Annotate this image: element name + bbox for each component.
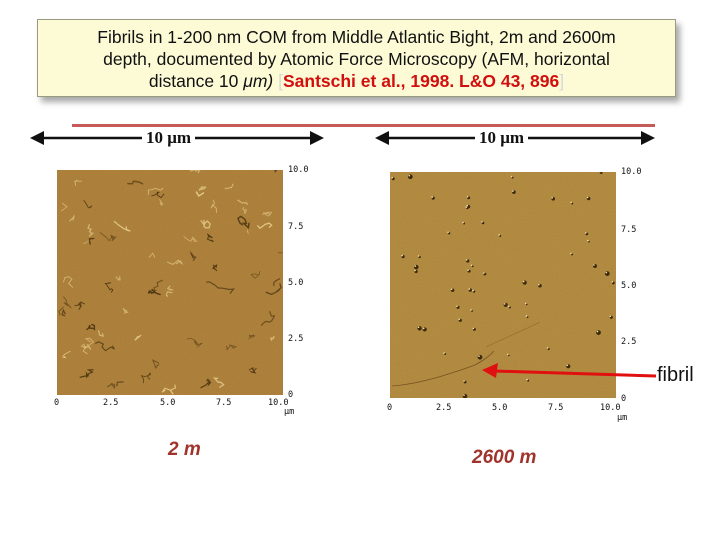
afm-image-2m	[57, 170, 283, 395]
divider-rule	[72, 124, 655, 127]
x-tick: 5.0	[160, 398, 176, 408]
citation-bracket-close: ]	[559, 71, 565, 91]
depth-label-right: 2600 m	[472, 447, 537, 468]
title-box: Fibrils in 1-200 nm COM from Middle Atla…	[37, 19, 676, 97]
fibril-label: fibril	[657, 364, 694, 386]
y-tick: 10.0	[288, 165, 309, 175]
x-tick: 0	[54, 398, 60, 408]
unit-label: μm	[617, 413, 628, 423]
scale-label-left: 10 μm	[142, 128, 196, 148]
y-tick: 7.5	[288, 222, 304, 232]
unit-label: μm	[284, 407, 295, 417]
afm-image-2600m	[390, 172, 616, 398]
fibril-arrow	[482, 363, 656, 378]
depth-label-left: 2 m	[168, 439, 201, 460]
y-tick: 10.0	[621, 167, 642, 177]
y-tick: 5.0	[288, 278, 304, 288]
citation-bracket-open: [	[278, 71, 283, 91]
title-line-3: distance 10 μm) [Santschi et al., 1998. …	[38, 70, 675, 92]
y-tick: 0	[288, 390, 294, 400]
x-tick: 10.0	[268, 398, 289, 408]
y-tick: 2.5	[621, 337, 637, 347]
title-line-1: Fibrils in 1-200 nm COM from Middle Atla…	[97, 27, 616, 47]
y-tick: 7.5	[621, 225, 637, 235]
scale-label-right: 10 μm	[475, 128, 529, 148]
y-tick: 5.0	[621, 281, 637, 291]
x-tick: 10.0	[600, 403, 621, 413]
x-tick: 2.5	[436, 403, 452, 413]
x-tick: 0	[387, 403, 393, 413]
x-tick: 2.5	[103, 398, 119, 408]
title-line-2: depth, documented by Atomic Force Micros…	[103, 49, 610, 69]
title-line-3-prefix: distance 10	[148, 71, 244, 91]
x-tick: 7.5	[216, 398, 232, 408]
y-tick: 2.5	[288, 334, 304, 344]
x-tick: 5.0	[492, 403, 508, 413]
title-unit: μm)	[243, 71, 279, 91]
x-tick: 7.5	[548, 403, 564, 413]
citation-text: Santschi et al., 1998. L&O 43, 896	[282, 71, 560, 91]
y-tick: 0	[621, 394, 627, 404]
